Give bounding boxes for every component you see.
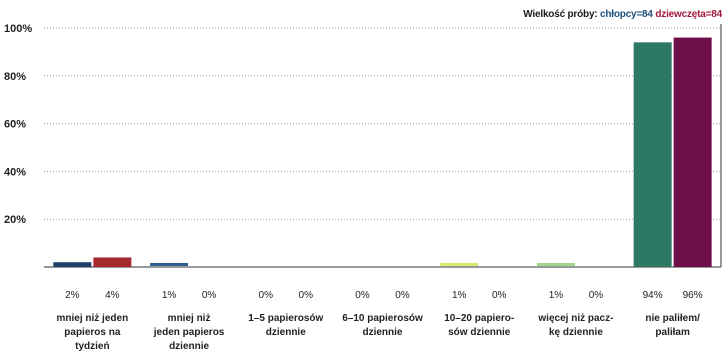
y-tick-label: 60% <box>4 119 26 131</box>
data-label: 1% <box>549 290 564 301</box>
data-label: 0% <box>395 290 410 301</box>
bar <box>53 262 92 267</box>
y-tick-label: 40% <box>4 166 26 178</box>
category-label: dziennie <box>169 341 209 352</box>
category-label: więcej niż pacz- <box>537 313 613 324</box>
category-label: kę dziennie <box>549 327 603 338</box>
sample-size-note: Wielkość próby: chłopcy=84 dziewczęta=84 <box>523 9 722 20</box>
data-label: 1% <box>162 290 177 301</box>
category-label: 1–5 papierosów <box>248 313 323 324</box>
category-label: jeden papieros <box>153 327 225 338</box>
category-label: dziennie <box>362 327 402 338</box>
data-label: 94% <box>643 290 663 301</box>
category-label: 10–20 papiero- <box>444 313 514 324</box>
category-label: nie paliłem/ <box>645 313 700 324</box>
sample-size-label: Wielkość próby: <box>523 9 598 20</box>
data-label: 0% <box>259 290 274 301</box>
category-label: dziennie <box>266 327 306 338</box>
data-label: 4% <box>105 290 120 301</box>
data-label: 1% <box>452 290 467 301</box>
category-label: mniej niż jeden <box>57 313 129 324</box>
bar <box>536 263 575 266</box>
data-label: 0% <box>202 290 217 301</box>
bar <box>440 263 479 266</box>
sample-size-boys: chłopcy=84 <box>600 9 653 20</box>
category-label: 6–10 papierosów <box>342 313 423 324</box>
category-label: sów dziennie <box>448 327 511 338</box>
y-tick-label: 100% <box>4 23 32 35</box>
bar <box>633 42 672 268</box>
y-tick-label: 80% <box>4 71 26 83</box>
data-label: 0% <box>492 290 507 301</box>
bar <box>673 37 712 268</box>
bar <box>150 263 189 266</box>
category-label: paliłam <box>655 327 690 338</box>
data-label: 0% <box>589 290 604 301</box>
category-label: tydzień <box>75 341 109 352</box>
data-label: 96% <box>683 290 703 301</box>
sample-size-girls: dziewczęta=84 <box>655 9 722 20</box>
y-tick-label: 20% <box>4 214 26 226</box>
category-label: mniej niż <box>168 313 211 324</box>
data-label: 0% <box>355 290 370 301</box>
data-label: 2% <box>65 290 80 301</box>
bar <box>93 257 132 267</box>
category-label: papieros na <box>64 327 121 338</box>
data-label: 0% <box>299 290 314 301</box>
